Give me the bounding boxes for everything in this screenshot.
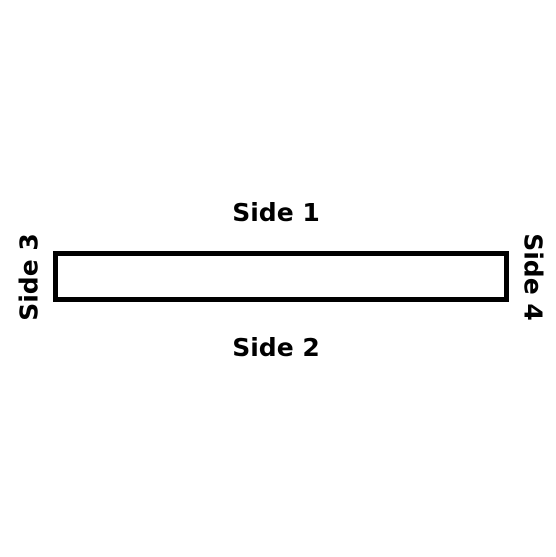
side-1-label: Side 1 xyxy=(232,198,320,227)
side-4-label: Side 4 xyxy=(519,233,548,321)
side-3-label: Side 3 xyxy=(15,233,44,321)
rectangle-shape xyxy=(53,251,509,302)
side-2-label: Side 2 xyxy=(232,333,320,362)
